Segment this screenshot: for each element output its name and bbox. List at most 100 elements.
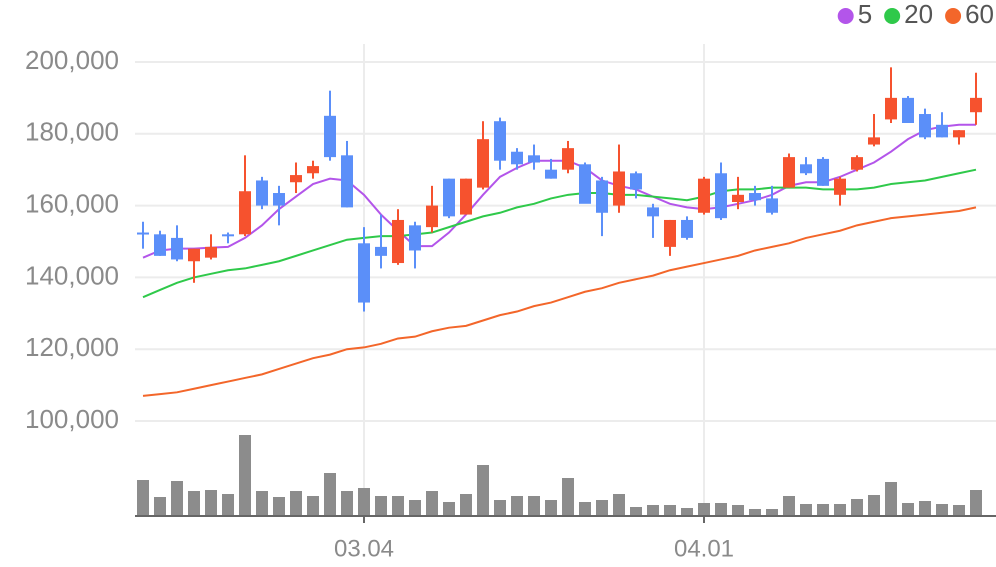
candle-body [664,219,676,247]
volume-bar [698,503,710,516]
candle-body [545,169,557,179]
candle-body [392,219,404,264]
legend-dot [945,8,962,24]
y-tick-label: 100,000 [25,404,119,434]
candle-body [851,157,863,170]
candle-body [613,171,625,206]
volume-bar [545,500,557,516]
volume-bar [528,496,540,516]
candle-body [868,137,880,145]
volume-bar [409,500,421,516]
candle-body [358,243,370,303]
candle-body [290,175,302,183]
candle-body [783,157,795,188]
candle-body [902,97,914,123]
candle-body [647,207,659,217]
candle-body [154,234,166,256]
legend-label: 60 [965,0,994,29]
y-tick-label: 200,000 [25,45,119,75]
y-tick-label: 160,000 [25,188,119,218]
candle-body [715,173,727,219]
volume-bar [902,503,914,516]
candle-body [698,178,710,213]
candle-body [579,164,591,204]
candle-body [409,225,421,251]
candle-body [596,180,608,213]
volume-bar [936,504,948,516]
volume-bar [171,481,183,516]
volume-bar [511,496,523,516]
volume-bar [783,496,795,516]
candle-body [222,234,234,237]
candle-body [171,237,183,260]
candle-body [953,130,965,138]
volume-bar [970,490,982,516]
volume-bar [630,507,642,516]
volume-bar [579,502,591,516]
x-tick-label: 04.01 [674,535,734,562]
volume-bar [647,505,659,516]
volume-bar [239,435,251,516]
legend-dot [837,8,854,24]
legend-dot [884,8,901,24]
y-tick-label: 140,000 [25,260,119,290]
volume-bar [188,491,200,516]
volume-bar [953,505,965,516]
volume-bar [375,496,387,516]
volume-bar [154,497,166,516]
candle-body [307,166,319,174]
candle-body [800,164,812,174]
volume-bar [613,494,625,516]
candle-body [375,246,387,256]
candle-body [511,151,523,165]
volume-bar [307,496,319,516]
candle-body [426,205,438,228]
volume-bar [817,504,829,516]
volume-bar [477,465,489,516]
candle-body [494,121,506,161]
candle-body [256,180,268,206]
volume-bar [358,488,370,516]
candle-body [528,155,540,163]
volume-bar [681,508,693,516]
candle-body [562,148,574,170]
legend-label: 5 [858,0,872,29]
volume-bar [222,494,234,516]
candle-body [936,124,948,138]
volume-bar [256,491,268,516]
candle-body [834,178,846,195]
candle-body [630,173,642,190]
volume-bar [664,505,676,516]
volume-bar [596,500,608,516]
volume-bar [732,505,744,516]
candle-body [477,139,489,188]
volume-bar [766,509,778,516]
candle-body [885,97,897,120]
volume-bar [205,490,217,516]
volume-bar [426,491,438,516]
candle-body [919,114,931,138]
volume-bar [868,495,880,516]
volume-bar [919,501,931,516]
volume-bar [885,482,897,516]
volume-bar [851,499,863,516]
volume-bar [494,500,506,516]
volume-bar [324,473,336,516]
candle-body [137,232,149,235]
volume-bar [290,491,302,516]
volume-bar [341,491,353,516]
ma-line [142,206,977,397]
candle-body [766,198,778,213]
candle-body [681,219,693,238]
candle-body [324,115,336,158]
candle-body [239,191,251,235]
candle-body [970,97,982,113]
candle-body [732,194,744,202]
volume-bar [562,478,574,516]
volume-bar [834,504,846,516]
x-tick-label: 03.04 [334,535,394,562]
candle-body [273,193,285,206]
y-tick-label: 180,000 [25,117,119,147]
volume-bar [800,504,812,516]
